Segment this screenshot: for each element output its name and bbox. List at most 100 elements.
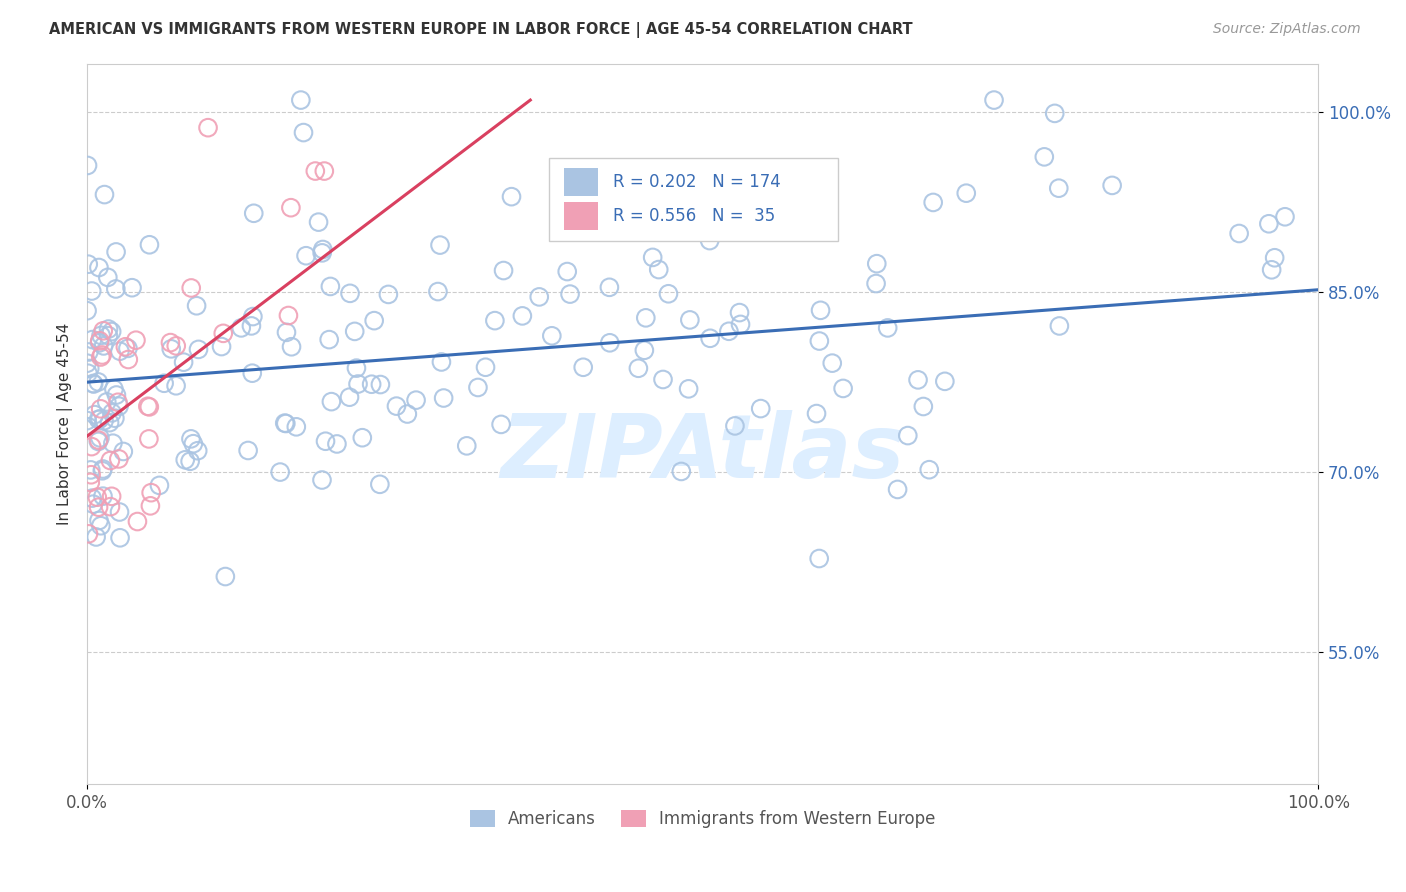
Point xyxy=(678,382,700,396)
Point xyxy=(540,328,562,343)
Point xyxy=(922,195,945,210)
Point xyxy=(634,310,657,325)
Point xyxy=(662,204,685,219)
Point xyxy=(274,417,297,431)
Point xyxy=(699,331,721,345)
Point xyxy=(105,244,128,259)
Point xyxy=(117,352,139,367)
Point xyxy=(368,477,391,491)
Point xyxy=(138,237,160,252)
Point xyxy=(104,411,127,425)
Point xyxy=(385,399,408,413)
Point xyxy=(242,310,264,324)
Point xyxy=(314,164,336,178)
Point xyxy=(97,270,120,285)
Point xyxy=(77,366,100,380)
Text: ZIPAtlas: ZIPAtlas xyxy=(501,409,905,497)
Point xyxy=(77,526,100,541)
Point xyxy=(127,515,149,529)
Bar xyxy=(564,202,598,230)
Point xyxy=(90,401,112,416)
Point xyxy=(269,465,291,479)
Point xyxy=(87,375,110,389)
Point xyxy=(1264,251,1286,265)
Point xyxy=(347,377,370,392)
Point xyxy=(83,376,105,391)
Point xyxy=(285,420,308,434)
Point xyxy=(749,401,772,416)
Point xyxy=(501,189,523,203)
Point xyxy=(489,417,512,432)
Point xyxy=(558,287,581,301)
Point xyxy=(136,399,159,413)
Point xyxy=(89,335,111,350)
Point xyxy=(711,197,734,211)
Point xyxy=(89,431,111,445)
Point xyxy=(343,325,366,339)
Point xyxy=(90,518,112,533)
Point xyxy=(108,451,131,466)
Point xyxy=(484,313,506,327)
Point xyxy=(1257,217,1279,231)
Point xyxy=(80,467,103,482)
Point xyxy=(82,491,104,505)
Point xyxy=(80,284,103,298)
Point xyxy=(87,412,110,426)
Point xyxy=(100,453,122,467)
Point xyxy=(97,328,120,343)
Point xyxy=(87,260,110,275)
Bar xyxy=(564,169,598,196)
Point xyxy=(148,478,170,492)
Point xyxy=(810,303,832,318)
Point xyxy=(214,569,236,583)
Point xyxy=(555,264,578,278)
Point xyxy=(125,333,148,347)
Point xyxy=(231,321,253,335)
Point xyxy=(641,251,664,265)
Point xyxy=(897,428,920,442)
Point xyxy=(648,262,671,277)
Point xyxy=(430,355,453,369)
Point xyxy=(492,263,515,277)
Point xyxy=(89,412,111,426)
Point xyxy=(633,343,655,358)
Point xyxy=(108,344,131,359)
Point xyxy=(1101,178,1123,193)
Point xyxy=(100,489,122,503)
Point xyxy=(108,505,131,519)
Point xyxy=(433,391,456,405)
Point xyxy=(97,322,120,336)
Text: Source: ZipAtlas.com: Source: ZipAtlas.com xyxy=(1213,22,1361,37)
Point xyxy=(280,340,302,354)
Point xyxy=(84,530,107,544)
Point xyxy=(360,377,382,392)
Point xyxy=(1047,181,1070,195)
Point xyxy=(93,414,115,428)
Point xyxy=(93,339,115,353)
Point xyxy=(1047,318,1070,333)
Point xyxy=(159,335,181,350)
Point xyxy=(91,324,114,338)
Point xyxy=(512,309,534,323)
Point xyxy=(396,407,419,421)
Point xyxy=(174,452,197,467)
Point xyxy=(165,339,187,353)
Point xyxy=(671,465,693,479)
Point xyxy=(598,280,620,294)
Point xyxy=(717,324,740,338)
Point xyxy=(277,309,299,323)
Point xyxy=(76,158,98,172)
Point xyxy=(339,286,361,301)
Point xyxy=(627,361,650,376)
Point xyxy=(240,366,263,380)
Point xyxy=(352,431,374,445)
Point xyxy=(180,281,202,295)
Y-axis label: In Labor Force | Age 45-54: In Labor Force | Age 45-54 xyxy=(58,323,73,525)
Point xyxy=(918,463,941,477)
Point xyxy=(318,333,340,347)
Point xyxy=(474,360,496,375)
Point xyxy=(724,418,747,433)
Point xyxy=(103,382,125,396)
Text: R = 0.202   N = 174: R = 0.202 N = 174 xyxy=(613,173,780,191)
Point xyxy=(1043,106,1066,120)
